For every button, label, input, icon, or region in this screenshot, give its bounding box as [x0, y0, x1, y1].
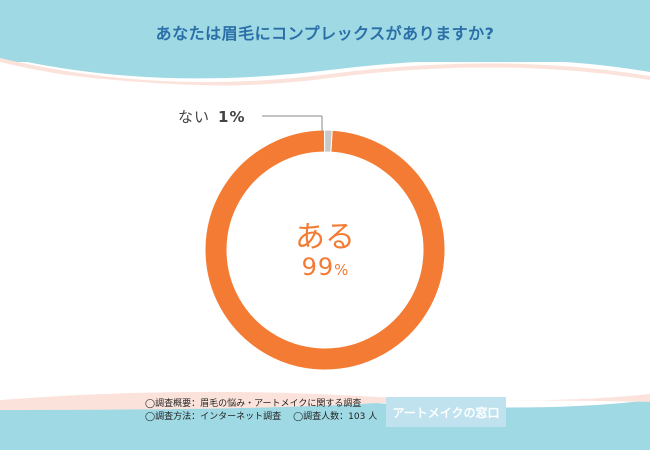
survey-method-line: ◯調査方法：インターネット調査 ◯調査人数：103 人 [145, 411, 377, 424]
slice-label-aru: ある [295, 220, 355, 255]
slice-value-nai-number: 1 [218, 108, 230, 126]
slice-value-nai-unit: % [229, 108, 246, 126]
slice-label-nai: ない [178, 108, 211, 126]
slice-value-aru-number: 99 [301, 253, 335, 281]
survey-count: ◯調査人数：103 人 [293, 412, 378, 422]
slice-value-aru-unit: % [334, 261, 349, 279]
survey-method: ◯調査方法：インターネット調査 [145, 412, 282, 422]
survey-notes: ◯調査概要：眉毛の悩み・アートメイクに関する調査 ◯調査方法：インターネット調査… [145, 398, 377, 424]
slice-callout-nai: ない 1% [178, 106, 245, 127]
survey-summary: ◯調査概要：眉毛の悩み・アートメイクに関する調査 [145, 399, 362, 409]
donut-slice-nai [324, 129, 333, 153]
slice-value-aru: 99% [225, 253, 425, 281]
slice-value-nai: 1% [218, 108, 245, 126]
brand-logo: アートメイクの窓口 [386, 397, 506, 427]
chart-title: あなたは眉毛にコンプレックスがありますか? [155, 24, 495, 43]
donut-slice-aru [204, 129, 446, 371]
header-band [0, 0, 650, 90]
